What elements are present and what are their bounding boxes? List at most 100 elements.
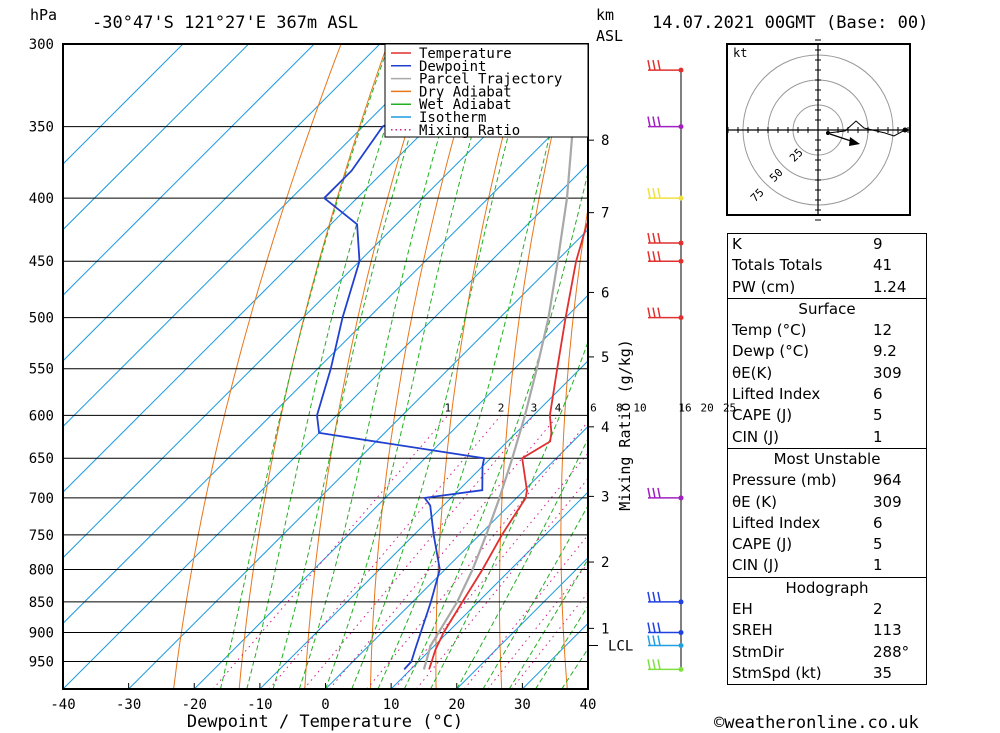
dry-adiabat-line: [943, 44, 1000, 689]
wet-adiabat-line: [456, 437, 588, 689]
altitude-tick-label: 6: [601, 285, 609, 301]
index-label: CAPE (J): [732, 535, 793, 554]
hodo-trace: [827, 120, 906, 137]
altitude-tick-label: 1: [601, 621, 609, 637]
legend-entry-label: Isotherm: [419, 110, 486, 126]
pressure-tick-label: 500: [29, 311, 54, 327]
isotherm-line: [259, 360, 588, 689]
wind-barb-feather: [657, 116, 661, 127]
x-axis-label: Dewpoint / Temperature (°C): [187, 712, 463, 732]
pressure-tick-label: 900: [29, 626, 54, 642]
pressure-tick-label: 800: [29, 562, 54, 578]
index-value: 2: [873, 600, 883, 619]
wind-barb-feather: [652, 307, 656, 318]
wind-barb-dot: [678, 124, 684, 130]
isotherm-line: [63, 163, 588, 689]
wind-barb-feather: [647, 307, 651, 318]
index-label: Totals Totals: [732, 256, 823, 275]
legend-entry-label: Dewpoint: [419, 59, 486, 75]
index-value: 9: [873, 235, 883, 253]
dry-adiabat-line: [560, 204, 588, 689]
mixing-ratio-line: [212, 414, 449, 689]
index-label: K: [732, 235, 742, 253]
wind-barb-feather: [652, 591, 656, 603]
pressure-tick-label: 400: [29, 191, 54, 207]
index-label: PW (cm): [732, 277, 796, 296]
index-label: Lifted Index: [732, 513, 821, 532]
mixing-ratio-line: [416, 477, 588, 689]
wind-barb-feather: [652, 659, 656, 670]
wind-barb-feather: [657, 187, 661, 199]
mixing-ratio-tick-label: 16: [678, 401, 691, 414]
mixing-ratio-tick-label: 3: [531, 401, 538, 414]
index-label: EH: [732, 600, 753, 619]
isotherm-line: [63, 44, 184, 165]
mixing-ratio-line: [487, 562, 588, 689]
mixing-ratio-tick-label: 8: [616, 401, 623, 414]
wind-barb-feather: [657, 307, 661, 318]
dry-adiabat-line: [370, 44, 482, 689]
wind-barb-feather: [657, 487, 661, 499]
hodo-point-top: [902, 127, 908, 133]
wet-adiabat-line: [220, 44, 390, 689]
axis-labels: 1 2 3 4 6 8 10 16 20 2530035040045050055060065070…: [29, 37, 736, 713]
wind-barbs: [647, 59, 684, 672]
index-value: 1.24: [873, 277, 907, 296]
index-label: CAPE (J): [732, 406, 793, 425]
temperature-line: [428, 221, 588, 670]
mixing-ratio-tick-label: 10: [633, 401, 646, 414]
wet-adiabat-line: [430, 340, 588, 689]
isotherm-line: [63, 44, 315, 296]
lcl-label: LCL: [608, 638, 633, 654]
temperature-tick-label: -30: [116, 697, 141, 713]
wind-barb-dot: [678, 666, 684, 672]
plot-frame: [62, 43, 589, 690]
mixing-ratio-tick-label: 1: [445, 401, 452, 414]
index-value: 309: [873, 492, 902, 511]
altitude-tick-label: 3: [601, 489, 609, 505]
altitude-tick-label: 4: [601, 420, 609, 436]
pressure-tick-label: 550: [29, 362, 54, 378]
index-label: θE(K): [732, 363, 773, 382]
wind-barb-feather: [652, 635, 656, 646]
mixing-ratio-tick-label: 6: [590, 401, 597, 414]
wind-barb-feather: [647, 635, 651, 646]
wind-barb-feather: [657, 591, 661, 603]
temperature-tick-label: -40: [50, 697, 75, 713]
parcel-trajectory-line: [422, 44, 587, 670]
wind-barb-feather: [647, 659, 651, 670]
index-label: Temp (°C): [732, 321, 807, 340]
wind-barb-feather: [657, 622, 661, 633]
index-row: EH 2: [728, 599, 926, 620]
mixing-ratio-tick-label: 2: [498, 401, 505, 414]
index-label: Dewp (°C): [732, 342, 810, 361]
wind-barb-feather: [647, 59, 651, 71]
isotherm-line: [63, 44, 381, 362]
hodograph: kt 25 50 75: [726, 39, 911, 221]
pressure-tick-label: 850: [29, 595, 54, 611]
index-value: 5: [873, 535, 883, 554]
isotherm-line: [63, 97, 588, 625]
legend-entry-label: Dry Adiabat: [419, 84, 512, 100]
index-value: 9.2: [873, 342, 897, 361]
hodo-storm-arrow-icon: [849, 137, 860, 146]
wind-barb-dot: [678, 240, 684, 246]
asl-label: ASL: [596, 27, 623, 45]
dewpoint-line: [316, 44, 486, 671]
wind-barb-feather: [652, 116, 656, 127]
index-label: StmDir: [732, 642, 784, 661]
temperature-tick-label: 30: [514, 697, 531, 713]
index-row: θE(K) 309: [728, 363, 926, 384]
index-row: Lifted Index 6: [728, 513, 926, 534]
index-value: 12: [873, 321, 893, 340]
profile-series: [316, 44, 588, 671]
wind-barb-dot: [678, 599, 684, 605]
isotherm-line: [456, 557, 588, 689]
isotherm-line: [63, 44, 512, 493]
index-value: 113: [873, 621, 902, 640]
altitude-tick-label: 8: [601, 133, 609, 149]
